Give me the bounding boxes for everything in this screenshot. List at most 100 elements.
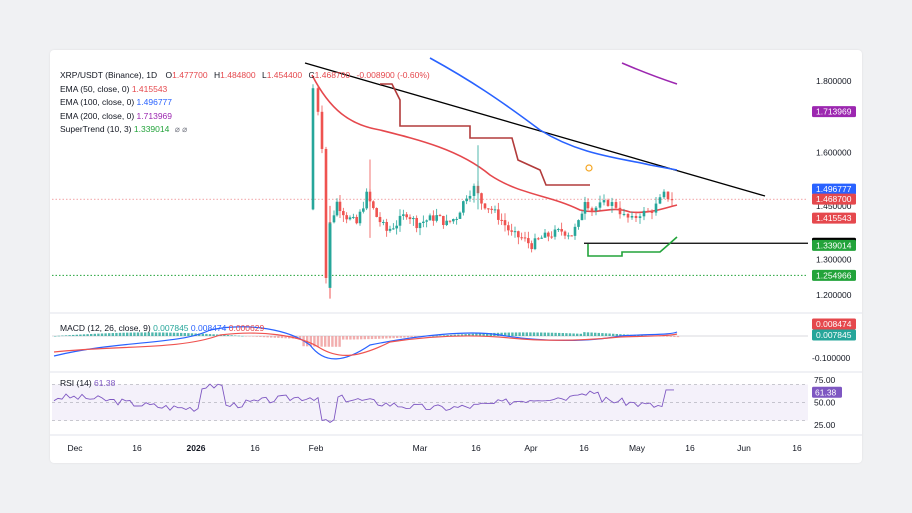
candle-body	[398, 215, 402, 226]
macd-histogram-bar	[554, 332, 557, 336]
candle-body	[435, 215, 438, 221]
macd-histogram-bar	[129, 332, 132, 336]
candle-body	[622, 213, 626, 215]
macd-histogram-bar	[140, 332, 143, 336]
macd-histogram-bar	[594, 332, 597, 336]
candle-body	[634, 215, 638, 218]
candle-body	[458, 212, 462, 219]
macd-histogram-bar	[558, 332, 561, 336]
macd-legend[interactable]: MACD (12, 26, close, 9) 0.007845 0.00847…	[60, 323, 264, 333]
candle-body	[530, 243, 533, 250]
visibility-icon[interactable]: ⌀ ⌀	[174, 124, 188, 134]
candle-body	[510, 230, 513, 232]
macd-histogram-bar	[345, 336, 348, 340]
macd-histogram-bar	[489, 333, 492, 336]
x-axis-label: 16	[250, 443, 260, 453]
macd-histogram-bar	[111, 333, 114, 336]
macd-histogram-bar	[532, 332, 536, 336]
candle-body	[408, 217, 412, 220]
macd-histogram-bar	[147, 332, 150, 336]
price-badge-label: 1.415543	[816, 213, 852, 223]
price-tick-label: 1.450000	[816, 201, 852, 211]
macd-histogram-bar	[468, 333, 471, 336]
supertrend-resistance-line	[380, 83, 590, 186]
macd-histogram-bar	[327, 336, 330, 347]
macd-histogram-bar	[331, 336, 334, 347]
macd-histogram-bar	[334, 336, 338, 347]
legend-supertrend[interactable]: SuperTrend (10, 3) 1.339014 ⌀ ⌀	[60, 123, 430, 137]
macd-histogram-bar	[82, 334, 86, 336]
legend-ema100[interactable]: EMA (100, close, 0) 1.496777	[60, 96, 430, 110]
macd-histogram-bar	[241, 335, 244, 337]
candle-body	[425, 220, 428, 222]
candle-body	[448, 220, 452, 222]
rsi-legend[interactable]: RSI (14) 61.38	[60, 378, 115, 388]
ema100-label: EMA (100, close, 0)	[60, 97, 135, 107]
macd-histogram-bar	[234, 335, 237, 336]
macd-histogram-bar	[507, 332, 510, 336]
candle-body	[547, 232, 550, 237]
candle-body	[586, 202, 590, 209]
macd-histogram-bar	[284, 336, 287, 339]
ema50-label: EMA (50, close, 0)	[60, 83, 130, 94]
candle-body	[497, 209, 500, 220]
candle-body	[642, 210, 646, 217]
candle-body	[550, 236, 553, 238]
rsi-badge-label: 61.38	[815, 387, 837, 397]
candle-body	[570, 235, 573, 237]
macd-histogram-bar	[324, 336, 327, 347]
low-value: 1.454400	[266, 70, 303, 80]
rsi-tick-label: 50.00	[814, 398, 836, 408]
macd-histogram-bar	[547, 332, 550, 336]
macd-badge	[812, 329, 856, 341]
legend-ema200[interactable]: EMA (200, close, 0) 1.713969	[60, 110, 430, 124]
legend-ema50[interactable]: EMA (50, close, 0) 1.415543	[60, 83, 430, 97]
candle-body	[320, 111, 324, 149]
macd-histogram-bar	[277, 336, 280, 338]
x-axis-label: 16	[579, 443, 589, 453]
macd-label: MACD (12, 26, close, 9)	[60, 323, 151, 333]
macd-histogram-bar	[342, 336, 345, 340]
candle-body	[455, 218, 458, 220]
close-value: 1.468700	[314, 70, 351, 80]
candle-body	[378, 216, 382, 223]
macd-histogram-bar	[676, 336, 680, 338]
candle-body	[618, 207, 622, 215]
candle-body	[422, 221, 425, 224]
candle-body	[646, 210, 650, 212]
macd-histogram-bar	[190, 333, 194, 336]
macd-histogram-bar	[75, 334, 78, 336]
macd-histogram-bar	[158, 332, 161, 336]
macd-histogram-bar	[61, 335, 64, 337]
macd-histogram-bar	[363, 336, 366, 340]
macd-histogram-bar	[428, 336, 431, 337]
candle-body	[348, 217, 352, 220]
candle-body	[666, 191, 670, 200]
macd-histogram-bar	[410, 336, 413, 338]
macd-histogram-bar	[586, 332, 590, 336]
ema50-line	[311, 74, 678, 214]
x-axis-label: Mar	[413, 443, 428, 453]
macd-histogram-bar	[388, 336, 392, 339]
signal-line	[53, 332, 678, 356]
candle-body	[358, 211, 362, 224]
macd-histogram-bar	[482, 333, 485, 336]
candle-body	[517, 231, 520, 238]
macd-histogram-bar	[568, 333, 572, 336]
macd-histogram-bar	[525, 332, 528, 336]
price-tick-label: 1.600000	[816, 147, 852, 157]
x-axis-label: Apr	[524, 443, 537, 453]
macd-histogram-bar	[615, 333, 618, 336]
candle-body	[594, 207, 598, 211]
macd-histogram-bar	[122, 332, 125, 336]
candle-body	[452, 219, 455, 222]
candle-body	[324, 148, 328, 278]
macd-histogram-bar	[226, 335, 230, 336]
macd-histogram-bar	[435, 335, 438, 337]
macd-histogram-bar	[97, 333, 100, 336]
macd-histogram-bar	[244, 336, 248, 337]
macd-histogram-bar	[464, 334, 467, 336]
macd-histogram-bar	[154, 332, 158, 336]
macd-histogram-bar	[316, 336, 320, 347]
